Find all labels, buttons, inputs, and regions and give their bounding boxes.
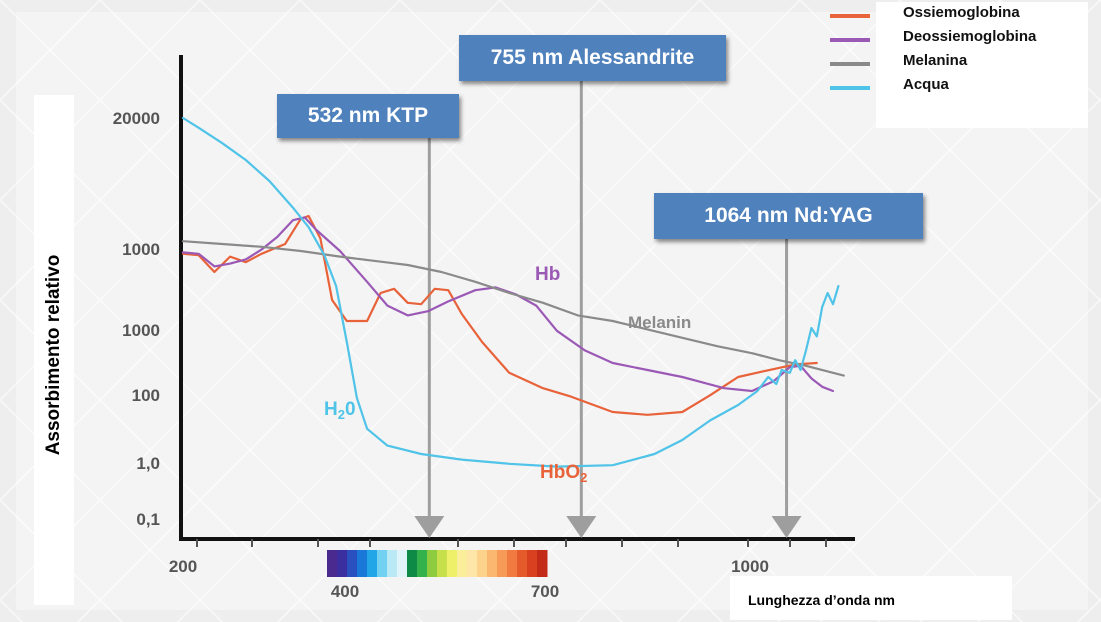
- legend: Ossiemoglobina Deossiemoglobina Melanina…: [830, 2, 1088, 128]
- laser-arrowhead: [771, 516, 802, 538]
- spectrum-tick-400: 400: [331, 582, 359, 601]
- laser-label-ndyag: 1064 nm Nd:YAG: [654, 193, 923, 239]
- spectrum-segment: [537, 550, 548, 577]
- spectrum-segment: [337, 550, 348, 577]
- series-line-deossiemoglobina: [181, 216, 835, 393]
- curve-label-melanin: Melanin: [628, 313, 691, 332]
- legend-label-deossiemoglobina: Deossiemoglobina: [903, 28, 1037, 45]
- hbo2-main: HbO: [540, 462, 580, 483]
- hbo2-subscript: 2: [580, 470, 587, 485]
- legend-label-melanina: Melanina: [903, 52, 968, 69]
- y-tick-label-1: 1000: [122, 240, 160, 259]
- y-tick-label-0: 20000: [113, 109, 160, 128]
- curve-label-h2o: H20: [324, 399, 356, 422]
- laser-label-ktp: 532 nm KTP: [277, 94, 459, 138]
- spectrum-segment: [527, 550, 538, 577]
- h2o-subscript: 2: [338, 407, 345, 422]
- legend-label-acqua: Acqua: [903, 76, 949, 93]
- spectrum-segment: [487, 550, 498, 577]
- y-title-panel: [34, 95, 74, 605]
- legend-swatch-deossiemoglobina: [830, 38, 870, 42]
- spectrum-segment: [497, 550, 508, 577]
- spectrum-segment: [467, 550, 478, 577]
- spectrum-segment: [477, 550, 488, 577]
- spectrum-segment: [347, 550, 358, 577]
- h2o-end: 0: [345, 399, 356, 420]
- spectrum-segment: [507, 550, 518, 577]
- spectrum-segment: [427, 550, 438, 577]
- spectrum-segment: [327, 550, 338, 577]
- spectrum-segment: [437, 550, 448, 577]
- spectrum-segment: [377, 550, 388, 577]
- spectrum-tick-700: 700: [531, 582, 559, 601]
- series-line-ossiemoglobina: [181, 214, 818, 416]
- y-tick-label-5: 0,1: [136, 510, 160, 529]
- spectrum-segment: [417, 550, 428, 577]
- spectrum-segment: [517, 550, 528, 577]
- axis-layer: [179, 55, 855, 547]
- legend-item-acqua: Acqua: [830, 75, 1088, 99]
- spectrum-segment: [357, 550, 368, 577]
- legend-swatch-melanina: [830, 62, 870, 66]
- y-tick-label-3: 100: [132, 386, 160, 405]
- x-tick-label-200: 200: [169, 557, 197, 576]
- spectrum-segment: [397, 550, 408, 577]
- spectrum-segment: [447, 550, 458, 577]
- legend-swatch-acqua: [830, 86, 870, 90]
- x-axis-title: Lunghezza d’onda nm: [748, 592, 895, 608]
- legend-swatch-ossiemoglobina: [830, 14, 870, 18]
- legend-item-ossiemoglobina: Ossiemoglobina: [830, 3, 1088, 27]
- visible-spectrum-bar: [327, 550, 548, 577]
- laser-label-alexandrite: 755 nm Alessandrite: [459, 35, 726, 81]
- h2o-main: H: [324, 399, 338, 420]
- x-title-panel: [730, 576, 1012, 620]
- laser-lines: [414, 81, 802, 538]
- spectrum-segment: [387, 550, 398, 577]
- spectrum-segment: [367, 550, 378, 577]
- series-line-melanina: [181, 240, 845, 377]
- legend-label-ossiemoglobina: Ossiemoglobina: [903, 4, 1020, 21]
- spectrum-segment: [407, 550, 418, 577]
- x-tick-label-1000: 1000: [731, 557, 769, 576]
- laser-arrowhead: [414, 516, 445, 538]
- y-tick-label-2: 1000: [122, 321, 160, 340]
- curve-label-hbo2: HbO2: [540, 462, 587, 485]
- laser-arrowhead: [566, 516, 597, 538]
- spectrum-segment: [457, 550, 468, 577]
- y-tick-label-4: 1,0: [136, 454, 160, 473]
- series-layer: [181, 116, 845, 468]
- curve-label-hb: Hb: [535, 264, 560, 285]
- legend-item-deossiemoglobina: Deossiemoglobina: [830, 27, 1088, 51]
- y-axis-title: Assorbimento relativo: [43, 254, 64, 456]
- legend-item-melanina: Melanina: [830, 51, 1088, 75]
- series-line-acqua: [181, 116, 840, 468]
